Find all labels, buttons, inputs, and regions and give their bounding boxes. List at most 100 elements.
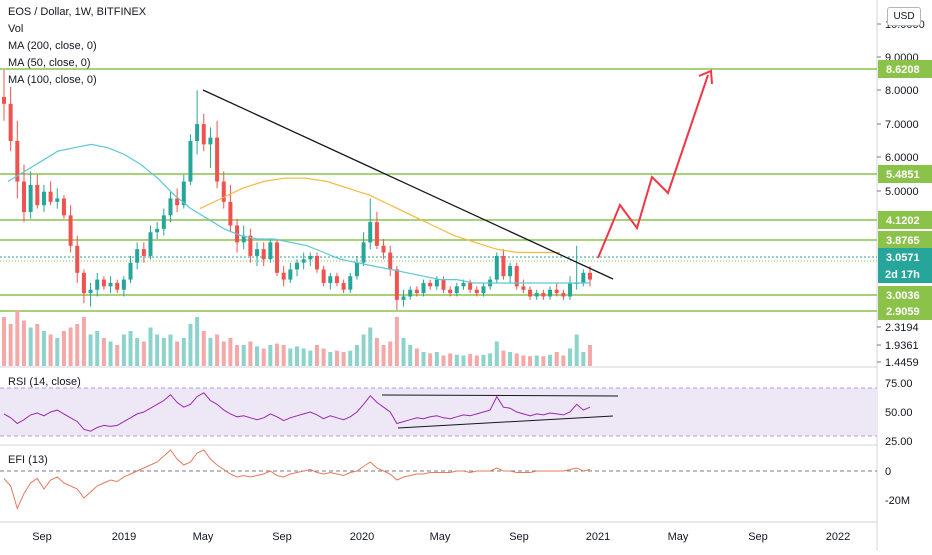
volume-bar — [554, 352, 559, 366]
efi-legend[interactable]: EFI (13) — [8, 454, 48, 466]
volume-bar — [15, 310, 20, 366]
candle-body — [354, 262, 359, 277]
candle-body — [448, 289, 453, 294]
candle-body — [281, 272, 286, 280]
volume-bar — [454, 354, 459, 366]
volume-bar — [434, 352, 439, 366]
time-axis-label: Sep — [509, 531, 529, 543]
efi-line — [3, 449, 591, 510]
ma100-legend[interactable]: MA (100, close, 0) — [8, 74, 97, 86]
volume-bar — [401, 338, 406, 366]
volume-bar — [548, 354, 553, 366]
volume-bar — [368, 327, 373, 366]
price-level-badge — [878, 211, 932, 229]
volume-bar — [248, 341, 253, 366]
ma50-line — [7, 143, 590, 284]
candle-body — [168, 198, 173, 216]
volume-bar — [268, 345, 273, 366]
candle-body — [255, 249, 260, 256]
price-level-badge — [878, 248, 932, 266]
candle-body — [468, 282, 473, 290]
volume-bar — [374, 338, 379, 366]
candle-body — [295, 262, 299, 270]
price-level-badge — [878, 286, 932, 304]
volume-bar — [574, 334, 579, 366]
volume-bar — [328, 352, 333, 366]
candle-body — [548, 289, 553, 297]
rsi-legend[interactable]: RSI (14, close) — [8, 376, 81, 388]
chart-legend: EOS / Dollar, 1W, BITFINEX Vol MA (200, … — [8, 4, 146, 89]
volume-bar — [228, 338, 233, 366]
volume-bar — [161, 338, 166, 366]
candle-body — [201, 124, 206, 145]
candle-body — [394, 269, 399, 300]
candle-body — [481, 286, 486, 294]
candle-body — [494, 255, 499, 280]
candle-body — [8, 103, 13, 141]
volume-bar — [68, 327, 73, 366]
volume-bar — [2, 317, 6, 366]
candle-body — [328, 276, 333, 283]
price-level-label: 3.0571 — [886, 252, 920, 264]
price-level-badge — [878, 165, 932, 183]
candle-body — [81, 272, 86, 294]
volume-bar — [408, 345, 413, 366]
candle-body — [554, 289, 559, 294]
volume-legend[interactable]: Vol — [8, 23, 24, 35]
volume-bar — [334, 350, 339, 366]
volume-bar — [295, 346, 299, 366]
time-axis-label: Sep — [32, 531, 52, 543]
candle-body — [268, 242, 273, 260]
volume-bar — [394, 317, 399, 366]
candle-body — [368, 222, 373, 243]
price-level-label: 2.9059 — [886, 306, 920, 318]
candle-body — [95, 279, 100, 290]
volume-bar — [314, 345, 319, 366]
volume-bar — [541, 356, 546, 366]
candle-body — [388, 252, 393, 270]
ma50-legend[interactable]: MA (50, close, 0) — [8, 57, 91, 69]
candle-body — [561, 293, 566, 297]
candle-body — [474, 289, 479, 294]
candle-body — [128, 262, 133, 280]
candle-body — [21, 181, 26, 212]
candle-body — [301, 259, 306, 263]
volume-bar — [21, 320, 26, 366]
volume-bar — [8, 324, 13, 366]
candle-body — [514, 266, 519, 287]
volume-bar — [55, 338, 60, 366]
price-level-badge — [878, 302, 932, 320]
candle-body — [101, 279, 106, 287]
volume-bar — [115, 345, 120, 366]
candle-body — [374, 222, 379, 246]
price-tick-label: 5.0000 — [885, 186, 919, 198]
candle-body — [181, 181, 186, 206]
candle-body — [35, 184, 40, 206]
candle-body — [148, 232, 153, 256]
volume-bar — [468, 354, 473, 366]
symbol-title[interactable]: EOS / Dollar, 1W, BITFINEX — [8, 6, 147, 18]
volume-bar — [155, 334, 160, 366]
currency-button[interactable]: USD — [887, 7, 921, 26]
ma200-legend[interactable]: MA (200, close, 0) — [8, 40, 97, 52]
time-axis-label: Sep — [272, 531, 292, 543]
volume-bar — [101, 338, 106, 366]
candle-body — [314, 255, 319, 270]
price-tick-label: 1.4459 — [885, 357, 919, 369]
candle-body — [508, 266, 513, 277]
volume-bar — [561, 355, 566, 366]
candle-body — [401, 296, 406, 300]
candle-body — [568, 282, 573, 297]
candle-body — [41, 191, 46, 206]
candle-body — [308, 255, 313, 260]
volume-bar — [281, 345, 286, 366]
volume-bar — [48, 334, 53, 366]
volume-bar — [175, 341, 180, 366]
volume-bar — [288, 348, 293, 366]
price-tick-label: 8.0000 — [885, 85, 919, 97]
volume-bar — [474, 355, 479, 366]
volume-bar — [441, 355, 446, 366]
rsi-resistance-line — [381, 394, 619, 397]
